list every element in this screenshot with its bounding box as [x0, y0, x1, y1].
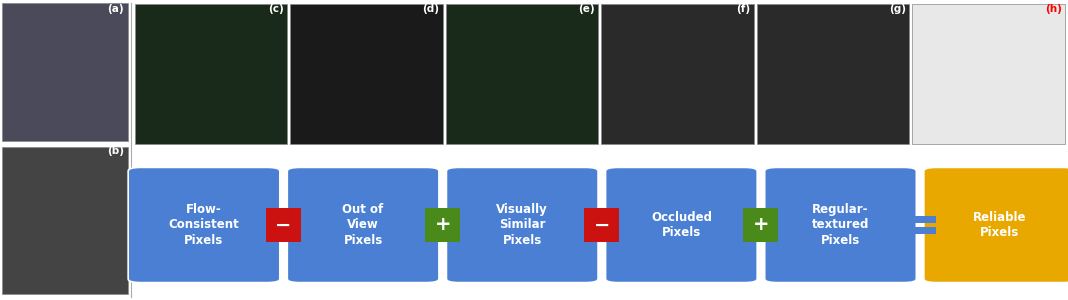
FancyBboxPatch shape — [2, 147, 128, 294]
FancyBboxPatch shape — [128, 167, 280, 283]
Text: Flow-
Consistent
Pixels: Flow- Consistent Pixels — [169, 203, 239, 247]
Text: (a): (a) — [107, 4, 124, 14]
FancyBboxPatch shape — [765, 167, 916, 283]
FancyBboxPatch shape — [290, 4, 442, 144]
Text: +: + — [435, 215, 451, 235]
FancyBboxPatch shape — [757, 4, 909, 144]
FancyBboxPatch shape — [446, 167, 598, 283]
Text: (e): (e) — [578, 4, 595, 14]
Text: Reliable
Pixels: Reliable Pixels — [973, 211, 1026, 239]
FancyBboxPatch shape — [924, 167, 1068, 283]
Text: Visually
Similar
Pixels: Visually Similar Pixels — [497, 203, 548, 247]
FancyBboxPatch shape — [912, 4, 1065, 144]
Text: +: + — [753, 215, 769, 235]
FancyBboxPatch shape — [601, 4, 754, 144]
FancyBboxPatch shape — [2, 3, 128, 141]
Text: −: − — [276, 215, 292, 235]
Text: Occluded
Pixels: Occluded Pixels — [650, 211, 712, 239]
Text: (c): (c) — [268, 4, 284, 14]
FancyBboxPatch shape — [287, 167, 439, 283]
Text: Regular-
textured
Pixels: Regular- textured Pixels — [812, 203, 869, 247]
Text: −: − — [594, 215, 610, 235]
Text: (f): (f) — [736, 4, 751, 14]
FancyBboxPatch shape — [905, 216, 937, 223]
FancyBboxPatch shape — [743, 208, 779, 242]
Text: (g): (g) — [889, 4, 906, 14]
FancyBboxPatch shape — [445, 4, 598, 144]
Text: (b): (b) — [107, 146, 124, 155]
FancyBboxPatch shape — [606, 167, 757, 283]
FancyBboxPatch shape — [135, 4, 287, 144]
Text: Out of
View
Pixels: Out of View Pixels — [343, 203, 383, 247]
FancyBboxPatch shape — [584, 208, 619, 242]
FancyBboxPatch shape — [266, 208, 301, 242]
FancyBboxPatch shape — [905, 227, 937, 233]
FancyBboxPatch shape — [425, 208, 460, 242]
Text: (d): (d) — [422, 4, 439, 14]
Text: (h): (h) — [1045, 4, 1062, 14]
